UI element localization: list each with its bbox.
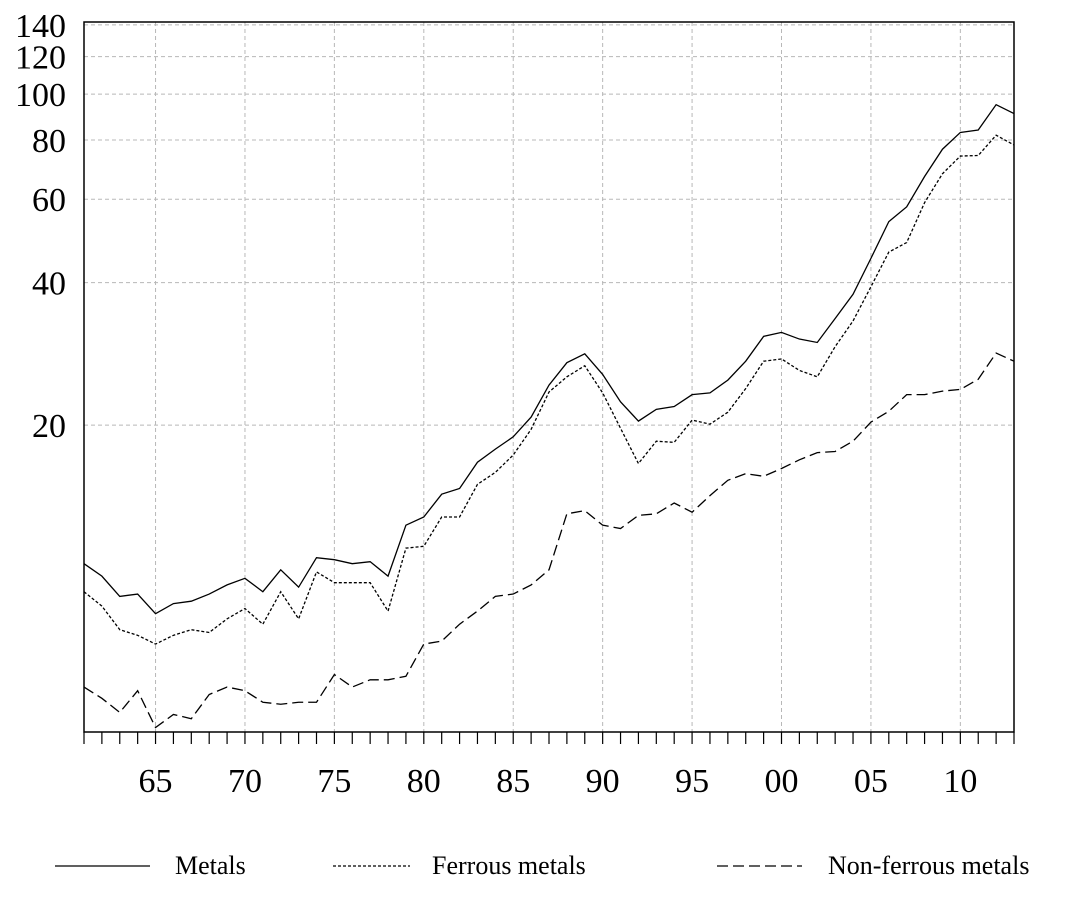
y-tick-label: 60 [32, 182, 66, 219]
x-tick-label: 75 [317, 763, 351, 800]
legend: Metals Ferrous metals Non-ferrous metals [55, 851, 1029, 880]
x-tick-label: 80 [407, 763, 441, 800]
plot-area-frame [83, 21, 1015, 733]
series-line-metals [83, 103, 1015, 615]
legend-label-metals: Metals [175, 851, 246, 880]
y-tick-label: 80 [32, 123, 66, 160]
legend-label-non-ferrous-metals: Non-ferrous metals [828, 851, 1029, 880]
x-axis: 65 70 75 80 85 90 95 00 05 10 [83, 732, 1015, 800]
x-tick-label: 10 [943, 763, 977, 800]
x-tick-label: 65 [139, 763, 173, 800]
y-tick-label: 20 [32, 408, 66, 445]
y-tick-label: 140 [15, 8, 66, 45]
x-tick-label: 05 [854, 763, 888, 800]
series-line-ferrous-metals [83, 134, 1015, 645]
y-tick-label: 100 [15, 77, 66, 114]
gridlines [84, 22, 1014, 732]
x-tick-label: 95 [675, 763, 709, 800]
series-lines [83, 103, 1015, 729]
x-tick-label: 85 [496, 763, 530, 800]
x-tick-label: 00 [765, 763, 799, 800]
legend-label-ferrous-metals: Ferrous metals [432, 851, 586, 880]
y-tick-label: 120 [15, 40, 66, 77]
series-line-non-ferrous-metals [83, 352, 1015, 729]
y-tick-label: 40 [32, 266, 66, 303]
x-tick-label: 90 [586, 763, 620, 800]
x-tick-label: 70 [228, 763, 262, 800]
